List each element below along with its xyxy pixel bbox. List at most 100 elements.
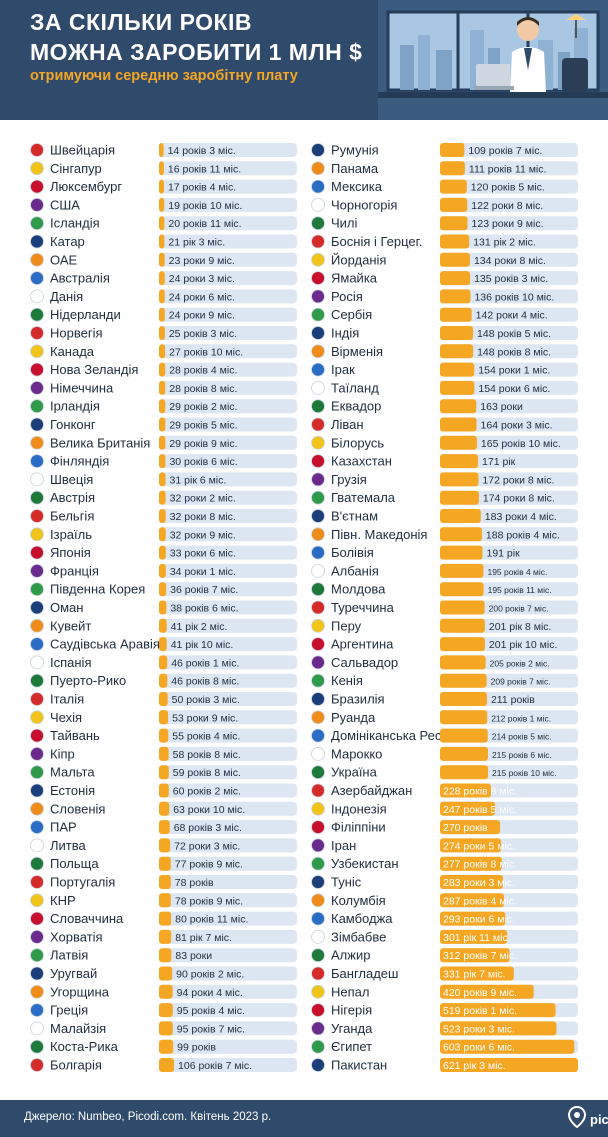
bar (440, 911, 506, 926)
bar-track (440, 307, 578, 322)
bar (440, 1003, 556, 1018)
bar-track (159, 234, 297, 249)
country-label: Сінгапур (50, 161, 102, 176)
country-label: Тайвань (50, 728, 100, 743)
value-label: 78 років (175, 877, 214, 889)
flag-icon (30, 307, 44, 322)
value-label: 211 років (491, 694, 535, 706)
value-label: 77 років 9 міс. (175, 859, 243, 871)
value-label: 183 роки 4 міс. (485, 511, 557, 523)
bar-track (159, 1058, 297, 1072)
brand-logo: picodi (567, 1105, 608, 1131)
flag-icon (30, 893, 44, 908)
bar-track (159, 984, 297, 999)
flag-icon (311, 216, 325, 231)
value-label: 142 роки 4 міс. (476, 310, 548, 322)
value-label: 46 років 1 міс. (171, 657, 239, 669)
value-label: 27 років 10 міс. (169, 346, 243, 358)
country-label: Кіпр (50, 746, 75, 761)
flag-icon (311, 271, 325, 286)
flag-icon (311, 655, 325, 670)
bar (159, 197, 165, 212)
flag-icon (311, 893, 325, 908)
bar (159, 472, 166, 487)
bar-track (440, 380, 578, 395)
flag-icon (30, 911, 44, 926)
bar (159, 929, 172, 944)
value-label: 312 років 7 міс. (443, 950, 517, 962)
bar (159, 966, 173, 981)
flag-icon (311, 509, 325, 523)
bar-track (159, 765, 297, 780)
country-label: Малайзія (50, 1021, 106, 1036)
bar (159, 289, 165, 304)
flag-icon (30, 490, 44, 505)
country-label: Уганда (331, 1021, 373, 1036)
flag-icon (311, 618, 325, 633)
flag-icon (311, 692, 325, 706)
bar (440, 527, 482, 542)
value-label: 420 років 9 міс. (443, 987, 517, 999)
bar (159, 161, 164, 176)
flag-icon (311, 454, 325, 469)
country-label: Фінляндія (50, 454, 109, 469)
bar (159, 307, 165, 322)
value-label: 212 років 1 міс. (491, 713, 551, 723)
bar (440, 801, 496, 816)
value-label: 523 роки 3 міс. (443, 1023, 515, 1035)
value-label: 20 років 11 міс. (168, 218, 241, 230)
country-label: Болгарія (50, 1058, 102, 1073)
country-label: Філіппіни (331, 820, 386, 835)
bar (440, 984, 534, 999)
bar (159, 618, 167, 633)
bar (440, 399, 477, 414)
value-label: 41 рік 10 міс. (171, 639, 234, 651)
flag-icon (311, 326, 325, 340)
value-label: 81 рік 7 міс. (175, 932, 232, 944)
country-label: Латвія (50, 948, 88, 963)
flag-icon (311, 472, 325, 487)
value-label: 171 рік (482, 456, 516, 468)
country-label: Домініканська Респ. (331, 728, 452, 743)
flag-icon (30, 399, 44, 414)
value-label: 36 років 7 міс. (170, 584, 238, 596)
country-label: Ямайка (331, 271, 378, 286)
flag-icon (311, 637, 325, 651)
bar-track (440, 216, 578, 231)
value-label: 283 роки 3 міс. (443, 877, 515, 889)
value-label: 136 років 10 міс. (474, 291, 554, 303)
value-label: 188 років 4 міс. (486, 529, 560, 541)
bar-track (159, 490, 297, 505)
bar-track (159, 710, 297, 725)
value-label: 31 рік 6 міс. (170, 474, 227, 486)
country-label: Болівія (331, 545, 374, 560)
flag-icon (311, 399, 325, 414)
flag-icon (311, 1021, 325, 1036)
bar (440, 673, 487, 688)
bar (159, 728, 169, 743)
flag-icon (311, 673, 325, 688)
flag-icon (30, 582, 44, 597)
bar (159, 454, 166, 469)
bar-track (159, 856, 297, 871)
bar-track (159, 143, 297, 157)
flag-icon (311, 911, 325, 926)
flag-icon (311, 545, 325, 560)
value-label: 21 рік 3 міс. (168, 237, 225, 249)
flag-icon (311, 948, 325, 963)
bar (159, 271, 165, 286)
value-label: 274 роки 5 міс. (443, 840, 515, 852)
country-label: Алжир (331, 948, 370, 963)
bar (440, 582, 484, 597)
country-label: Туреччина (331, 600, 395, 615)
country-label: Австралія (50, 271, 110, 286)
bar-track (159, 344, 297, 359)
country-label: В'єтнам (331, 509, 378, 524)
country-label: Кенія (331, 673, 363, 688)
country-label: Велика Британія (50, 435, 150, 450)
bar-track (159, 746, 297, 761)
value-label: 55 років 4 міс. (172, 731, 240, 743)
bar-track (159, 179, 297, 194)
bar (440, 838, 502, 853)
bar (440, 692, 487, 706)
